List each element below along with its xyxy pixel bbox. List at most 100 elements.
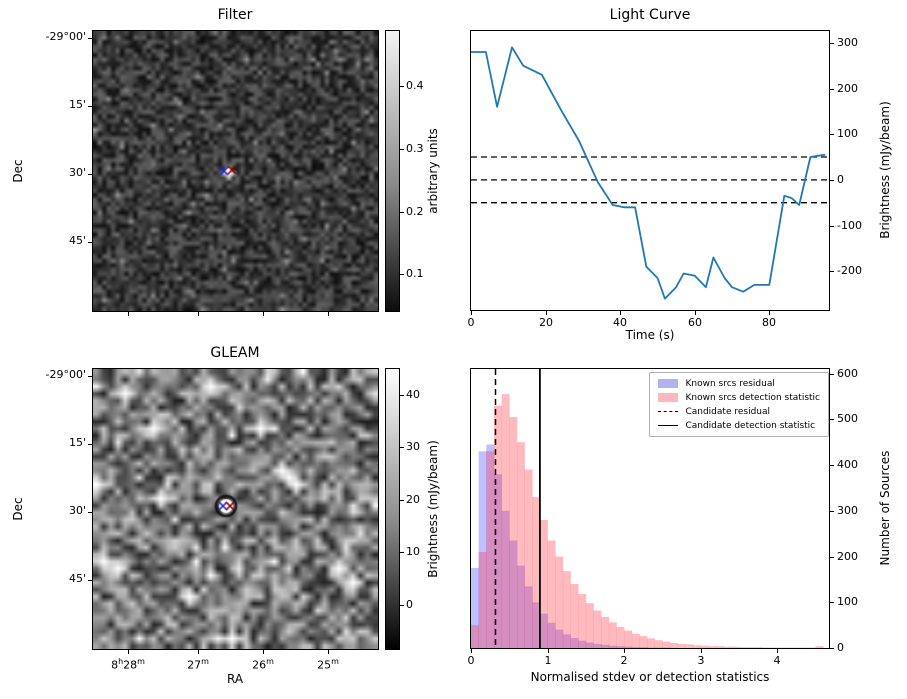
- light-curve-title: Light Curve: [609, 7, 691, 23]
- tick-mark: [400, 395, 404, 396]
- ra-tick-label: 26m: [252, 657, 274, 672]
- tick-mark: [400, 552, 404, 553]
- tick-mark: [88, 242, 92, 243]
- tick-mark: [263, 312, 264, 316]
- histogram-legend: Known srcs residual Known srcs detection…: [649, 372, 829, 437]
- tick-mark: [701, 649, 702, 653]
- lc-y-tick-label: 300: [837, 36, 858, 49]
- ra-tick-label: 27m: [187, 657, 209, 672]
- hist-y-tick-label: 400: [837, 458, 858, 471]
- tick-mark: [830, 43, 834, 44]
- tick-mark: [624, 649, 625, 653]
- colorbar-tick-label: 0.4: [406, 79, 424, 92]
- gleam-title: GLEAM: [210, 345, 260, 361]
- dec-tick-label: 45': [68, 572, 86, 585]
- tick-mark: [777, 649, 778, 653]
- dec-tick-label: 15': [68, 436, 86, 449]
- legend-item-known-detstat: Known srcs detection statistic: [658, 392, 820, 403]
- colorbar-tick-label: 30: [406, 440, 420, 453]
- filter-colorbar: [385, 30, 400, 312]
- tick-mark: [88, 444, 92, 445]
- tick-mark: [830, 374, 834, 375]
- lc-x-tick-label: 40: [613, 316, 627, 329]
- histogram-xlabel: Normalised stdev or detection statistics: [530, 670, 770, 684]
- dec-tick-label: 30': [68, 504, 86, 517]
- tick-mark: [830, 602, 834, 603]
- dec-tick-label: 15': [68, 98, 86, 111]
- colorbar-tick-label: 0.2: [406, 205, 424, 218]
- gleam-xlabel: RA: [226, 672, 244, 686]
- filter-axes: [92, 30, 379, 312]
- filter-dec-axis-label: Dec: [11, 159, 25, 183]
- light-curve-ylabel: Brightness (mJy/beam): [878, 101, 892, 239]
- tick-mark: [400, 274, 404, 275]
- filter-colorbar-label: arbitrary units: [426, 128, 440, 214]
- filter-title: Filter: [217, 7, 253, 23]
- tick-mark: [328, 650, 329, 654]
- tick-mark: [88, 174, 92, 175]
- tick-mark: [830, 419, 834, 420]
- tick-mark: [88, 376, 92, 377]
- colorbar-tick-label: 40: [406, 388, 420, 401]
- tick-mark: [830, 134, 834, 135]
- dec-tick-label: -29°00': [45, 30, 87, 43]
- tick-mark: [400, 86, 404, 87]
- tick-mark: [830, 226, 834, 227]
- lc-x-tick-label: 0: [467, 316, 475, 329]
- lc-x-tick-label: 20: [539, 316, 553, 329]
- gleam-axes: [92, 368, 379, 650]
- legend-label-candidate-residual: Candidate residual: [685, 406, 771, 417]
- hist-y-tick-label: 500: [837, 412, 858, 425]
- lc-y-tick-label: 0: [837, 173, 844, 186]
- filter-heatmap-image: [93, 31, 378, 311]
- legend-swatch-residual-icon: [658, 379, 679, 388]
- tick-mark: [548, 649, 549, 653]
- tick-mark: [830, 648, 834, 649]
- tick-mark: [263, 650, 264, 654]
- hist-y-tick-label: 200: [837, 550, 858, 563]
- tick-mark: [400, 447, 404, 448]
- tick-mark: [88, 580, 92, 581]
- hist-y-tick-label: 0: [837, 641, 844, 654]
- lc-x-tick-label: 80: [762, 316, 776, 329]
- hist-x-tick-label: 2: [620, 654, 628, 667]
- tick-mark: [695, 311, 696, 315]
- dec-tick-label: 30': [68, 166, 86, 179]
- hist-y-tick-label: 600: [837, 367, 858, 380]
- hist-y-tick-label: 100: [837, 595, 858, 608]
- lc-y-tick-label: -100: [837, 219, 862, 232]
- light-curve-xlabel: Time (s): [625, 328, 675, 342]
- hist-x-tick-label: 0: [467, 654, 475, 667]
- tick-mark: [198, 650, 199, 654]
- tick-mark: [830, 511, 834, 512]
- gleam-colorbar: [385, 368, 400, 650]
- ra-tick-label: 8h28m: [111, 657, 145, 672]
- tick-mark: [546, 311, 547, 315]
- tick-mark: [400, 212, 404, 213]
- dec-tick-label: 45': [68, 234, 86, 247]
- colorbar-tick-label: 10: [406, 545, 420, 558]
- tick-mark: [198, 312, 199, 316]
- lc-x-tick-label: 60: [688, 316, 702, 329]
- colorbar-tick-label: 0.1: [406, 267, 424, 280]
- tick-mark: [769, 311, 770, 315]
- tick-mark: [88, 512, 92, 513]
- gleam-dec-axis-label: Dec: [11, 497, 25, 521]
- tick-mark: [830, 465, 834, 466]
- ra-tick-label: 25m: [317, 657, 339, 672]
- gleam-heatmap-image: [93, 369, 378, 649]
- gleam-colorbar-label: Brightness (mJy/beam): [426, 440, 440, 578]
- tick-mark: [128, 312, 129, 316]
- legend-label-known-residual: Known srcs residual: [685, 378, 775, 389]
- legend-dashed-line-icon: [658, 411, 679, 412]
- legend-item-candidate-detstat: Candidate detection statistic: [658, 420, 820, 431]
- legend-label-candidate-detstat: Candidate detection statistic: [685, 420, 816, 431]
- tick-mark: [128, 650, 129, 654]
- tick-mark: [400, 500, 404, 501]
- colorbar-tick-label: 0: [406, 598, 413, 611]
- histogram-plot: [471, 369, 824, 648]
- legend-swatch-detstat-icon: [658, 393, 679, 402]
- colorbar-tick-label: 20: [406, 493, 420, 506]
- light-curve-plot: [471, 46, 829, 300]
